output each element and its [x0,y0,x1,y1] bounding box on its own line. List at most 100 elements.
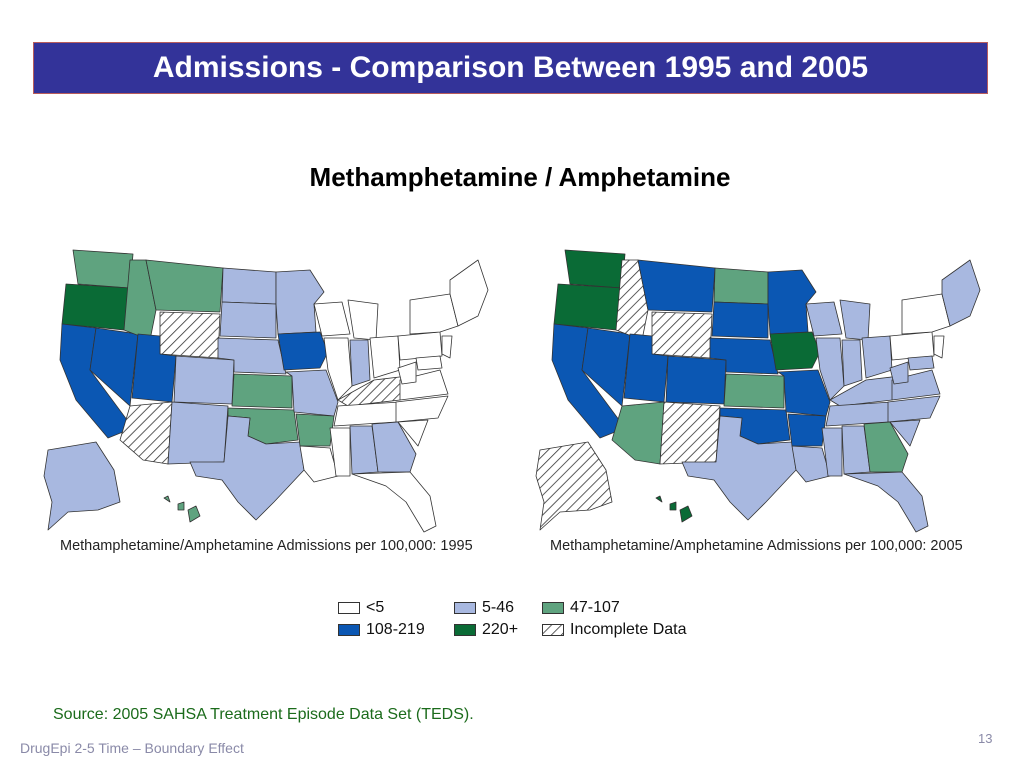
state-sc [889,419,921,447]
state-nj [933,335,945,359]
state-nm [659,401,721,465]
legend-swatch-white [338,602,360,614]
us-map-2005-svg [535,249,981,533]
us-map-1995-svg [43,249,489,533]
legend-label: 47-107 [570,599,620,616]
state-il [815,337,845,401]
legend-item-5-46: 5-46 [454,598,514,618]
page-number: 13 [978,731,993,746]
legend-item-220plus: 220+ [454,620,518,640]
legend-item-incomplete: Incomplete Data [542,620,687,640]
state-nd [221,267,277,305]
state-sd [219,301,277,339]
slide-title: Admissions - Comparison Between 1995 and… [152,51,869,84]
state-ga [863,421,909,473]
legend-label: 220+ [482,621,519,638]
state-or [61,283,131,331]
state-ia [277,331,329,371]
state-mn [767,269,817,335]
state-la [299,445,339,483]
state-hi [163,495,201,523]
state-wi [805,301,843,337]
state-nc [395,395,449,423]
state-wv [889,361,909,385]
map-caption-2005: Methamphetamine/Amphetamine Admissions p… [550,538,963,554]
state-mt [145,259,224,313]
state-fl [843,471,929,533]
title-bar: Admissions - Comparison Between 1995 and… [33,42,988,94]
state-md [907,355,935,371]
state-ga [371,421,417,473]
state-ny [901,293,951,335]
legend-item-108-219: 108-219 [338,620,425,640]
state-nd [713,267,769,305]
state-ny [409,293,459,335]
state-in [841,339,863,387]
state-wa [564,249,626,289]
state-ak [43,441,121,531]
state-co [173,355,235,405]
state-md [415,355,443,371]
state-id [123,259,157,341]
state-ar [787,413,827,447]
legend-swatch-blue [338,624,360,636]
state-in [349,339,371,387]
legend: <5 5-46 47-107 108-219 220+ Incomplete D… [338,598,758,642]
state-co [665,355,727,405]
state-tx [681,415,797,521]
state-ks [231,373,293,409]
map-caption-1995: Methamphetamine/Amphetamine Admissions p… [60,538,473,554]
state-nc [887,395,941,423]
state-ne [709,337,779,375]
state-wv [397,361,417,385]
state-id [615,259,649,341]
state-la [791,445,831,483]
state-ks [723,373,785,409]
legend-label: 108-219 [366,621,425,638]
state-or [553,283,623,331]
state-az [119,401,173,465]
state-az [611,401,665,465]
state-mi [347,299,379,341]
state-sd [711,301,769,339]
state-pa [397,331,443,361]
state-mt [637,259,716,313]
state-pa [889,331,935,361]
state-oh [369,335,401,379]
state-hi [655,495,693,523]
state-new-england [941,259,981,327]
state-wa [72,249,134,289]
source-note: Source: 2005 SAHSA Treatment Episode Dat… [53,706,474,723]
state-mi [839,299,871,341]
state-nm [167,401,229,465]
state-ia [769,331,821,371]
legend-swatch-hatch [542,624,564,636]
state-wi [313,301,351,337]
map-1995 [38,240,498,540]
legend-swatch-light-blue [454,602,476,614]
state-oh [861,335,893,379]
map-2005 [530,240,990,540]
state-wy [651,311,713,359]
legend-swatch-light-green [542,602,564,614]
legend-label: Incomplete Data [570,621,687,638]
state-ms [329,427,351,477]
state-il [323,337,353,401]
legend-item-47-107: 47-107 [542,598,620,618]
state-wy [159,311,221,359]
slide-subtitle: Methamphetamine / Amphetamine [309,162,731,192]
state-new-england [449,259,489,327]
state-nj [441,335,453,359]
state-ne [217,337,287,375]
legend-item-lt5: <5 [338,598,384,618]
footer-text: DrugEpi 2-5 Time – Boundary Effect [20,740,244,756]
legend-label: 5-46 [482,599,515,616]
state-ms [821,427,843,477]
state-fl [351,471,437,533]
state-tx [189,415,305,521]
legend-swatch-dark-green [454,624,476,636]
state-sc [397,419,429,447]
state-ar [295,413,335,447]
state-mn [275,269,325,335]
state-ak [535,441,613,531]
